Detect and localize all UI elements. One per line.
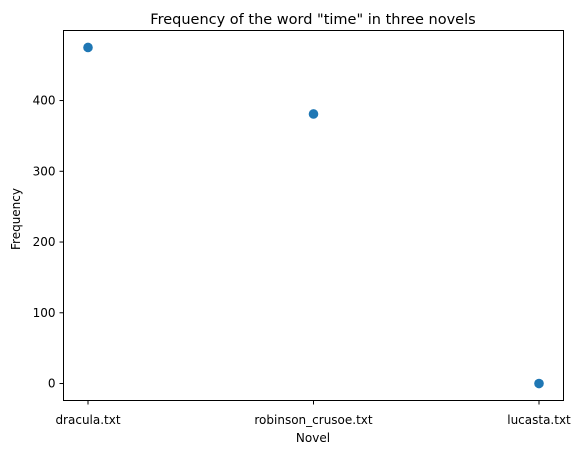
y-axis-label: Frequency — [9, 188, 23, 250]
y-tick-label: 100 — [33, 306, 56, 320]
scatter-point — [534, 378, 544, 389]
y-axis: 0 100 200 300 400 — [33, 94, 64, 391]
x-axis-label: Novel — [296, 431, 330, 445]
y-tick-label: 0 — [48, 377, 56, 391]
scatter-point — [83, 42, 93, 53]
x-tick-label: lucasta.txt — [507, 413, 571, 427]
data-points — [83, 42, 544, 389]
y-tick-label: 400 — [33, 94, 56, 108]
x-axis: dracula.txt robinson_crusoe.txt lucasta.tx… — [55, 400, 571, 427]
plot-frame — [63, 30, 564, 401]
x-tick-label: robinson_crusoe.txt — [254, 413, 373, 427]
x-tick-label: dracula.txt — [55, 413, 120, 427]
y-tick-label: 200 — [33, 235, 56, 249]
y-tick-label: 300 — [33, 164, 56, 178]
chart-title: Frequency of the word "time" in three no… — [150, 12, 475, 28]
scatter-point — [308, 109, 319, 119]
